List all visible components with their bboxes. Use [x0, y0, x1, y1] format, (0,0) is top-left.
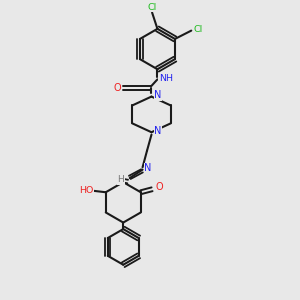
Text: N: N: [144, 164, 152, 173]
Text: N: N: [154, 90, 162, 100]
Text: O: O: [155, 182, 163, 192]
Text: NH: NH: [159, 74, 173, 83]
Text: HO: HO: [79, 186, 93, 195]
Text: O: O: [113, 83, 121, 93]
Text: Cl: Cl: [193, 25, 203, 34]
Text: H: H: [118, 175, 124, 184]
Text: Cl: Cl: [148, 3, 157, 12]
Text: N: N: [154, 126, 162, 136]
